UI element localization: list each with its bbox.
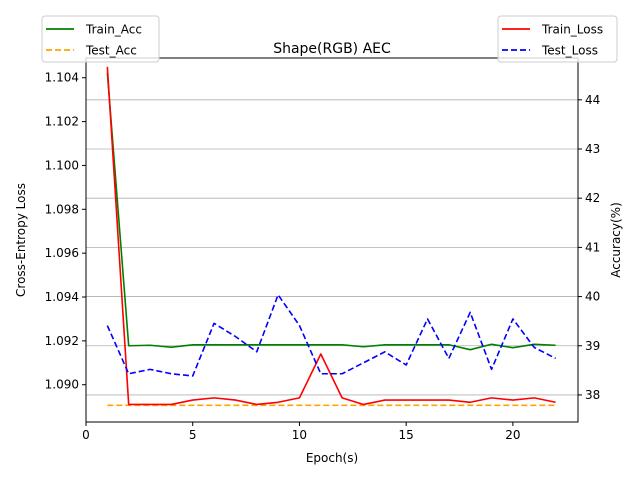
plot-frame [85,57,579,423]
chart-title: Shape(RGB) AEC [273,41,391,57]
right-y-axis-label: Accuracy(%) [609,202,623,278]
right-y-tick-label-6: 44 [585,93,600,107]
series-line-train-loss [106,66,556,406]
left-y-axis: 1.090 1.092 1.094 1.096 1.098 1.100 1.102 1.104 [45,71,86,392]
grid [86,99,578,396]
series-layer [106,66,556,407]
x-tick-label-2: 10 [292,428,307,442]
left-y-axis-label: Cross-Entropy Loss [14,183,28,297]
legend-label-train-loss: Train_Loss [541,23,603,37]
legend-label-test-loss: Test_Loss [541,44,598,58]
series-line-train-acc [106,72,556,351]
right-y-tick-label-0: 38 [585,388,600,402]
right-y-tick-label-3: 41 [585,240,600,254]
x-tick-label-4: 20 [505,428,520,442]
legend-right-box [497,15,618,63]
legend-label-test-acc: Test_Acc [85,44,137,58]
series-line-test-loss [106,294,556,377]
x-axis-label: Epoch(s) [306,451,358,465]
left-y-tick-label-4: 1.098 [45,202,79,216]
right-y-tick-label-4: 42 [585,191,600,205]
x-tick-label-3: 15 [399,428,414,442]
right-y-tick-label-1: 39 [585,339,600,353]
x-tick-label-0: 0 [82,428,90,442]
x-tick-label-1: 5 [189,428,197,442]
left-y-tick-label-3: 1.096 [45,246,79,260]
legend-left: Train_Acc Test_Acc [41,15,160,63]
legend-right: Train_Loss Test_Loss [497,15,618,63]
left-y-tick-label-7: 1.104 [45,71,79,85]
right-y-tick-label-2: 40 [585,290,600,304]
right-y-tick-label-5: 43 [585,142,600,156]
left-y-tick-label-0: 1.090 [45,378,79,392]
left-y-tick-label-2: 1.094 [45,290,79,304]
legend-label-train-acc: Train_Acc [85,23,142,37]
x-axis: 0 5 10 15 20 [82,422,521,442]
left-y-tick-label-1: 1.092 [45,334,79,348]
legend-left-box [41,15,160,63]
left-y-tick-label-5: 1.100 [45,158,79,172]
right-y-axis: 38 39 40 41 42 43 44 [578,93,600,402]
left-y-tick-label-6: 1.102 [45,115,79,129]
